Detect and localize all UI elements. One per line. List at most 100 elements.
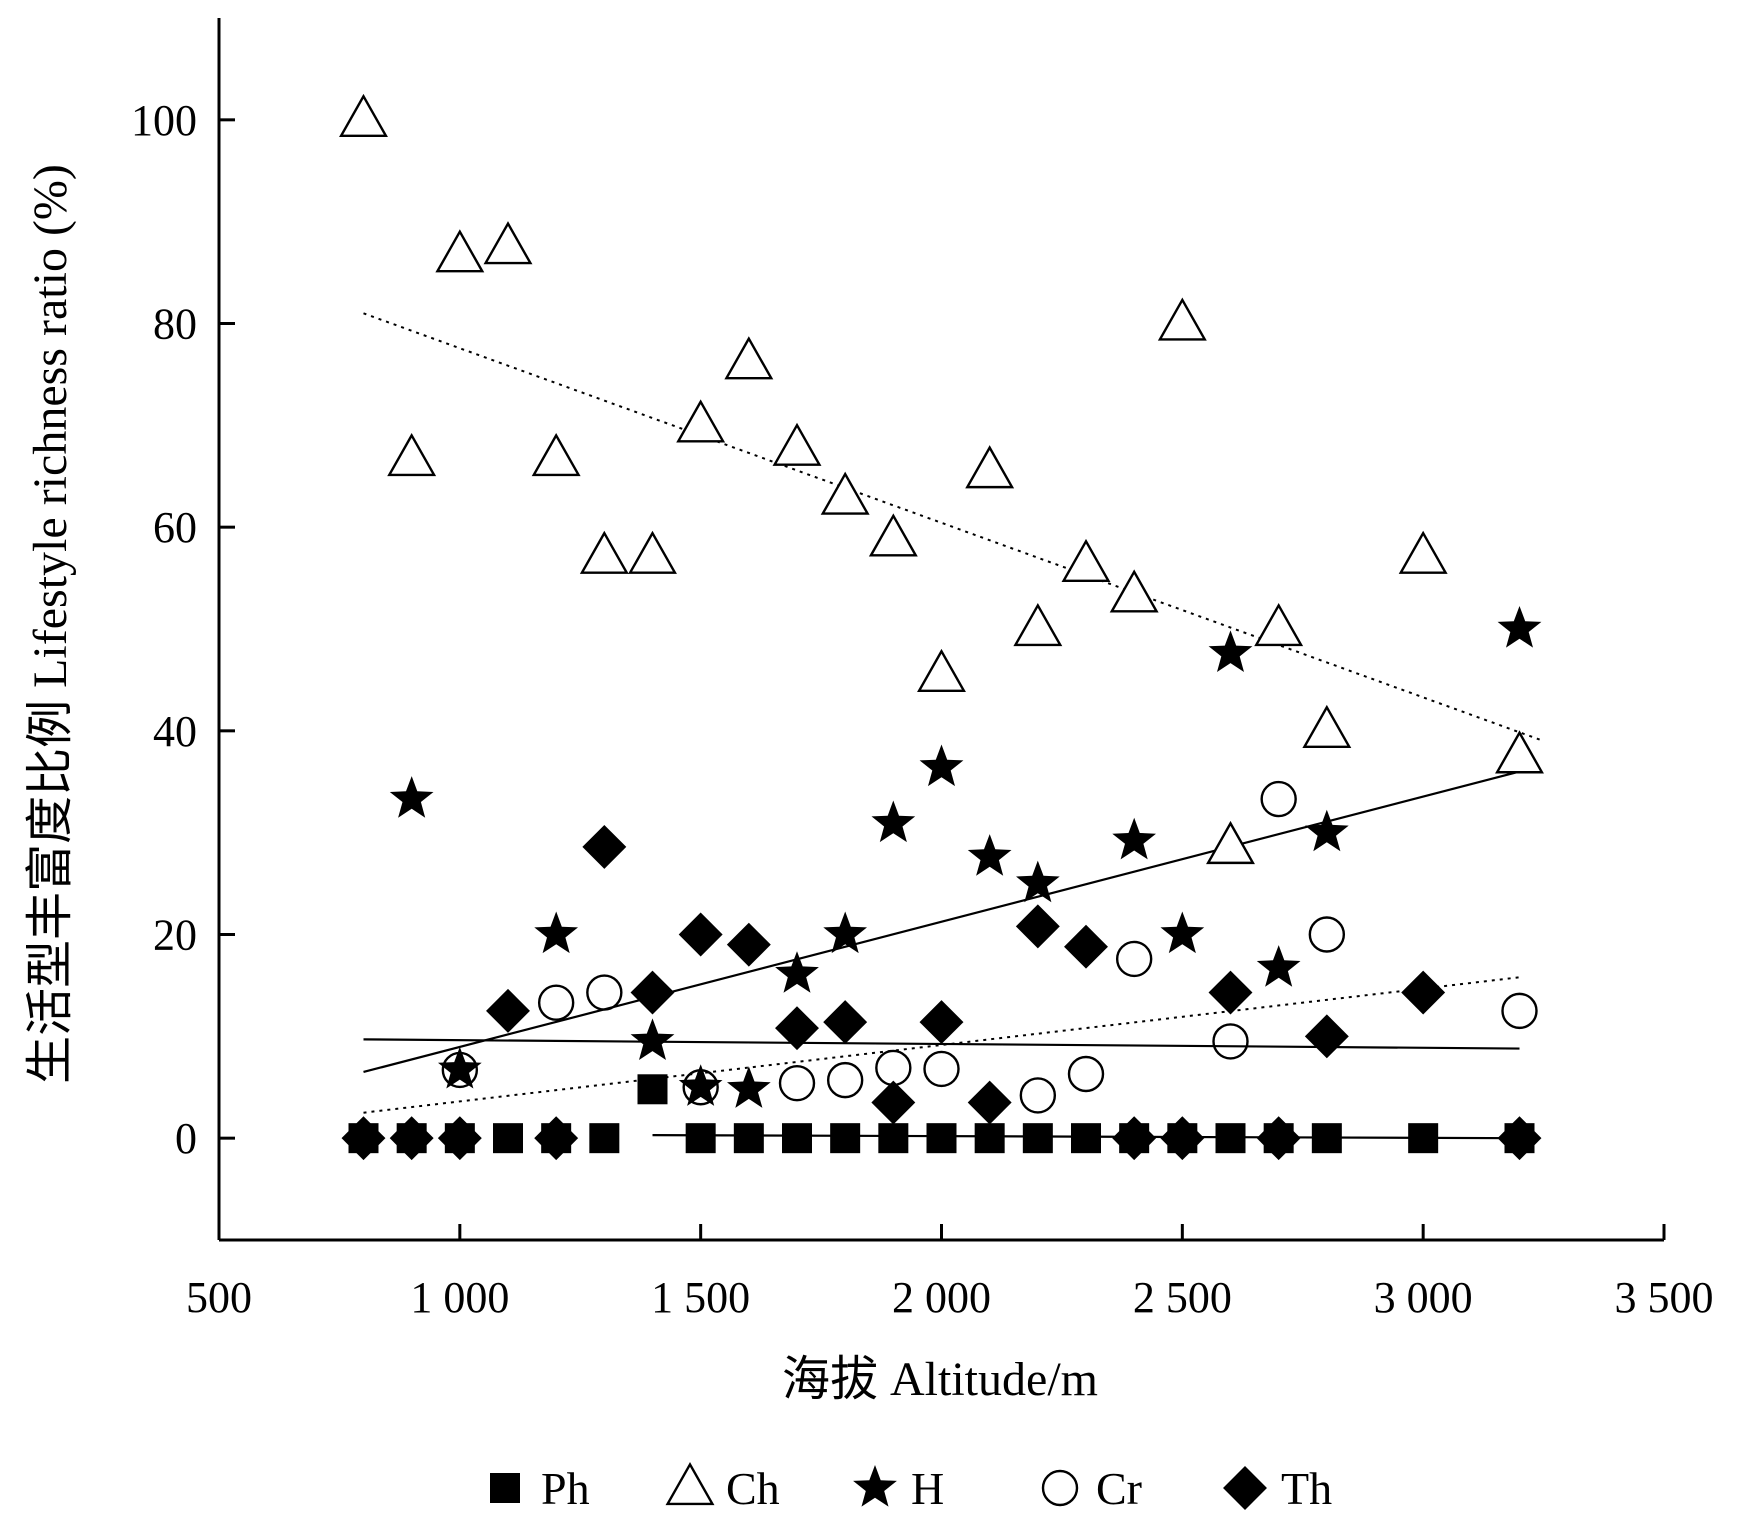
legend-marker-h — [853, 1465, 897, 1507]
legend-marker-cr — [1041, 1469, 1079, 1507]
data-point-ph — [782, 1123, 812, 1154]
data-point-cr — [875, 1049, 912, 1087]
data-point-h — [823, 911, 867, 954]
data-point-ch — [1495, 730, 1544, 774]
data-point-cr — [1115, 940, 1153, 978]
data-point-h — [1497, 606, 1542, 648]
y-tick-label: 20 — [153, 911, 197, 960]
legend-marker-ch — [665, 1462, 715, 1506]
data-point-h — [727, 1066, 771, 1108]
trend-line-ch — [363, 312, 1544, 742]
x-tick-label: 2 000 — [892, 1273, 991, 1322]
data-point-ch — [772, 422, 822, 466]
data-point-ph — [1311, 1123, 1342, 1154]
data-point-ch — [820, 471, 870, 515]
data-point-th — [582, 824, 627, 869]
data-point-h — [919, 744, 964, 787]
data-point-cr — [1067, 1055, 1105, 1093]
data-point-th — [1112, 1116, 1157, 1161]
data-point-ch — [1398, 530, 1448, 574]
legend-label-ch: Ch — [726, 1463, 780, 1514]
data-point-ch — [387, 432, 437, 477]
y-tick-label: 60 — [153, 503, 197, 552]
legend-marker-ph — [490, 1473, 520, 1503]
data-point-ch — [1013, 603, 1063, 647]
trend-line-cr — [363, 976, 1520, 1114]
data-point-ch — [1061, 538, 1111, 583]
data-point-ch — [483, 221, 533, 265]
legend-label-cr: Cr — [1096, 1463, 1142, 1514]
legend-label-th: Th — [1281, 1463, 1332, 1514]
data-point-th — [1497, 1116, 1542, 1161]
y-axis-label: 生活型丰富度比例 Lifestyle richness ratio (%) — [24, 164, 77, 1084]
data-point-th — [919, 1000, 964, 1045]
data-point-ch — [579, 530, 629, 574]
data-point-ch — [628, 530, 677, 574]
data-point-ch — [724, 336, 774, 380]
data-point-ch — [1302, 704, 1352, 748]
data-point-ch — [531, 432, 581, 477]
data-point-th — [1064, 924, 1108, 969]
legend: Ph Ch H Cr Th — [490, 1462, 1332, 1514]
data-point-th — [726, 922, 771, 967]
data-point-cr — [537, 984, 575, 1021]
data-point-th — [1304, 1014, 1349, 1059]
x-tick-label: 1 000 — [410, 1273, 509, 1322]
data-point-ch — [339, 93, 388, 137]
data-point-ph — [1071, 1123, 1101, 1154]
data-point-h — [1016, 860, 1060, 903]
data-point-h — [678, 1064, 723, 1106]
data-point-ph — [1408, 1123, 1439, 1154]
data-point-ph — [878, 1123, 909, 1154]
data-point-h — [534, 911, 578, 954]
data-point-ph — [830, 1123, 861, 1154]
data-point-ph — [637, 1074, 668, 1105]
data-point-ph — [1022, 1123, 1053, 1154]
data-point-h — [967, 834, 1012, 876]
data-point-th — [678, 912, 723, 957]
data-point-cr — [1212, 1023, 1249, 1060]
data-point-ph — [926, 1123, 957, 1154]
data-point-cr — [1501, 992, 1538, 1030]
data-point-ph — [733, 1123, 764, 1154]
data-point-th — [871, 1080, 916, 1125]
data-point-h — [1256, 945, 1301, 987]
data-point-th — [437, 1116, 482, 1161]
data-point-h — [775, 951, 819, 993]
y-tick-label: 100 — [131, 96, 197, 145]
data-point-h — [389, 776, 434, 818]
x-tick-label: 2 500 — [1133, 1273, 1232, 1322]
data-point-ph — [589, 1123, 620, 1154]
data-point-th — [486, 988, 530, 1033]
axes — [217, 18, 1664, 1242]
data-point-h — [871, 800, 916, 843]
x-tick-label: 1 500 — [651, 1273, 750, 1322]
data-point-th — [823, 1000, 868, 1045]
data-point-th — [341, 1116, 386, 1161]
data-point-th — [1015, 904, 1060, 949]
x-tick-label: 3 000 — [1374, 1273, 1473, 1322]
data-point-th — [1160, 1116, 1205, 1161]
data-point-ch — [1157, 297, 1207, 341]
y-ticks: 0 20 40 60 80 100 — [131, 96, 235, 1163]
data-point-ph — [493, 1123, 523, 1154]
data-points — [339, 93, 1544, 1161]
data-point-th — [1208, 970, 1253, 1015]
data-point-h — [1112, 817, 1156, 860]
data-point-cr — [1308, 916, 1346, 953]
data-point-ph — [974, 1123, 1005, 1154]
x-tick-label: 500 — [186, 1273, 252, 1322]
data-point-cr — [586, 974, 623, 1011]
y-tick-label: 0 — [175, 1114, 197, 1163]
data-point-ch — [965, 445, 1015, 489]
data-point-th — [534, 1116, 579, 1161]
data-point-cr — [1260, 780, 1297, 818]
data-point-ch — [868, 513, 918, 557]
data-point-th — [389, 1116, 434, 1161]
legend-label-h: H — [911, 1463, 944, 1514]
data-point-ch — [1109, 569, 1159, 613]
data-point-th — [775, 1006, 819, 1051]
data-point-cr — [826, 1061, 864, 1099]
x-ticks: 500 1 000 1 500 2 000 2 500 3 000 3 500 — [186, 1224, 1714, 1322]
